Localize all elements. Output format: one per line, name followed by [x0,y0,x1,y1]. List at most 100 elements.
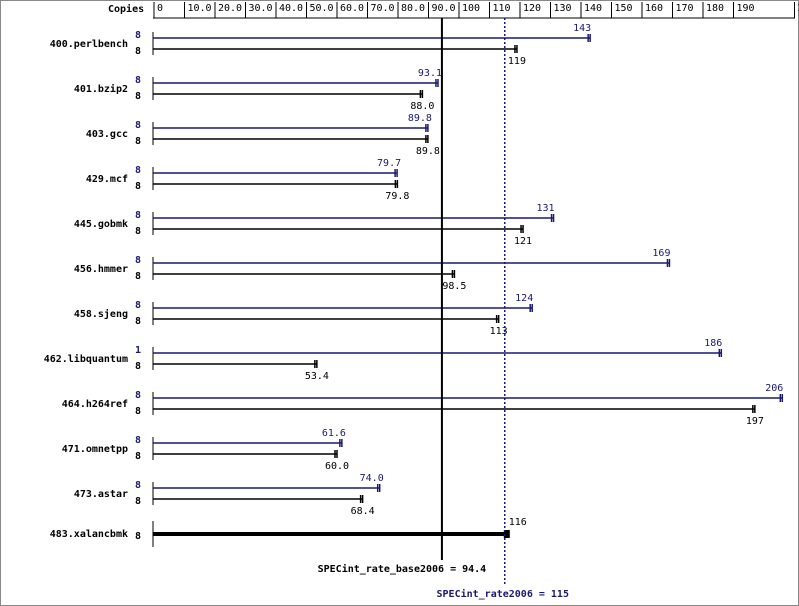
x-tick-label: 110 [493,3,511,14]
peak-value-label: 74.0 [360,473,384,484]
peak-value-label: 61.6 [322,428,346,439]
base-value-label: 88.0 [410,101,434,112]
base-value-label: 113 [490,326,508,337]
x-tick-label: 150 [615,3,633,14]
category-label: 403.gcc [86,129,128,140]
peak-copies: 8 [135,30,141,41]
base-bar [153,45,518,53]
peak-copies: 8 [135,390,141,401]
base-value-label: 68.4 [351,506,375,517]
peak-bar [153,304,533,312]
category-label: 462.libquantum [44,353,128,365]
reference-label: SPECint_rate2006 = 115 [437,588,569,600]
base-value-label: 98.5 [442,281,466,292]
peak-value-label: 186 [704,338,722,349]
base-copies: 8 [135,361,141,372]
x-tick-label: 40.0 [279,3,303,14]
x-tick-label: 70.0 [371,3,395,14]
x-tick-label: 140 [584,3,602,14]
peak-value-label: 143 [573,23,591,34]
peak-bar [153,124,429,132]
reference-label: SPECint_rate_base2006 = 94.4 [318,563,487,575]
category-label: 464.h264ref [62,399,128,410]
peak-copies: 8 [135,300,141,311]
base-bar [153,225,524,233]
base-bar [153,530,510,538]
peak-copies: 1 [135,345,141,356]
x-tick-label: 210 [798,3,799,14]
peak-copies: 8 [135,165,141,176]
base-copies: 8 [135,316,141,327]
base-bar [153,495,364,503]
peak-value-label: 93.1 [418,68,442,79]
axis-label: Copies [108,3,144,15]
base-value-label: 119 [508,56,526,67]
category-label: 483.xalancbmk [50,529,128,540]
base-bar [153,135,429,143]
x-tick-label: 50.0 [310,3,334,14]
peak-bar [153,439,343,447]
category-label: 401.bzip2 [74,83,128,95]
x-tick-label: 80.0 [401,3,425,14]
peak-bar [153,79,439,87]
category-label: 471.omnetpp [62,444,128,455]
x-tick-label: 170 [676,3,694,14]
category-label: 429.mcf [86,174,128,185]
peak-value-label: 124 [515,293,533,304]
base-value-label: 89.8 [416,146,440,157]
x-tick-label: 20.0 [218,3,242,14]
peak-value-label: 169 [652,248,670,259]
category-label: 456.hmmer [74,264,128,275]
base-copies: 8 [135,136,141,147]
peak-copies: 8 [135,120,141,131]
x-tick-label: 190 [737,3,755,14]
x-tick-label: 160 [645,3,663,14]
x-tick-label: 60.0 [340,3,364,14]
peak-bar [153,349,723,357]
base-copies: 8 [135,46,141,57]
peak-value-label: 79.7 [377,158,401,169]
base-value-label: 79.8 [385,191,409,202]
base-value-label: 60.0 [325,461,349,472]
peak-bar [153,34,591,42]
base-bar [153,270,456,278]
peak-bar [153,169,398,177]
x-tick-label: 10.0 [188,3,212,14]
base-copies: 8 [135,496,141,507]
peak-copies: 8 [135,255,141,266]
category-label: 473.astar [74,489,128,500]
base-copies: 8 [135,531,141,542]
x-tick-label: 0 [157,3,163,14]
peak-value-label: 206 [765,383,783,394]
peak-copies: 8 [135,435,141,446]
base-bar [153,450,338,458]
base-copies: 8 [135,451,141,462]
base-copies: 8 [135,181,141,192]
base-copies: 8 [135,226,141,237]
peak-copies: 8 [135,210,141,221]
base-copies: 8 [135,406,141,417]
base-copies: 8 [135,271,141,282]
peak-value-label: 89.8 [408,113,432,124]
base-value-label: 197 [746,416,764,427]
base-value-label: 116 [509,517,527,528]
peak-copies: 8 [135,480,141,491]
x-tick-label: 180 [706,3,724,14]
base-copies: 8 [135,91,141,102]
category-label: 400.perlbench [50,39,128,50]
peak-bar [153,484,381,492]
peak-bar [153,394,784,402]
base-bar [153,180,399,188]
x-tick-label: 130 [554,3,572,14]
base-bar [153,90,424,98]
x-tick-label: 120 [523,3,541,14]
x-tick-label: 90.0 [432,3,456,14]
peak-copies: 8 [135,75,141,86]
x-tick-label: 30.0 [249,3,273,14]
x-tick-label: 100 [462,3,480,14]
category-label: 458.sjeng [74,308,128,320]
base-value-label: 121 [514,236,532,247]
peak-bar [153,259,671,267]
